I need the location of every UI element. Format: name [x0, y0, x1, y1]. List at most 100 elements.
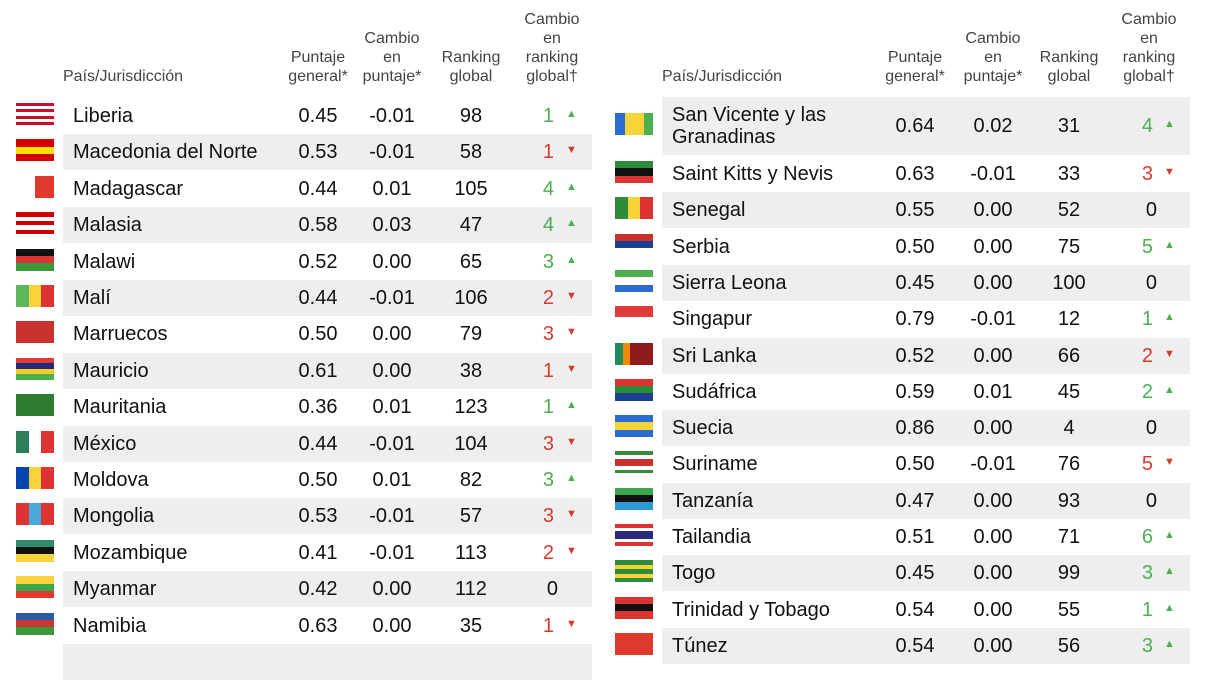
rank-change: 2	[1141, 380, 1153, 403]
flag-mauritius-icon	[16, 357, 54, 380]
flag-trinidad-tobago-icon	[615, 596, 653, 619]
table-row[interactable]: Sri Lanka 0.52 0.00 66 2 ▼	[600, 337, 1207, 374]
table-row[interactable]: México 0.44 -0.01 104 3 ▼	[0, 425, 600, 462]
flag-stripe	[615, 527, 653, 532]
global-rank: 45	[1057, 380, 1081, 403]
score-change: -0.01	[970, 308, 1016, 331]
table-row[interactable]: Marruecos 0.50 0.00 79 3 ▼	[0, 316, 600, 352]
score-change: 0.03	[372, 214, 412, 237]
flag-stripe	[16, 106, 54, 110]
header-score-change-line: Cambio	[364, 30, 420, 47]
flag-stripe	[41, 503, 54, 526]
table-row[interactable]: Malasia 0.58 0.03 47 4 ▲	[0, 207, 600, 244]
flag-stripe	[645, 342, 653, 365]
score-change: 0.01	[372, 469, 412, 491]
flag-malawi-icon	[16, 248, 54, 271]
flag-stripe	[16, 374, 54, 380]
table-row[interactable]: Tanzanía 0.47 0.00 93 0	[600, 482, 1207, 519]
table-row[interactable]: Tailandia 0.51 0.00 71 6 ▲	[600, 519, 1207, 555]
country-name: Sudáfrica	[672, 380, 757, 403]
country-name: Namibia	[73, 614, 147, 637]
table-row[interactable]: Mongolia 0.53 -0.01 57 3 ▼	[0, 498, 600, 535]
rank-change: 3	[1141, 163, 1153, 185]
overall-score: 0.53	[298, 141, 338, 164]
flag-stripe	[16, 363, 54, 369]
flag-stripe	[615, 466, 653, 470]
flag-sweden-icon	[615, 415, 653, 438]
header-score: Puntaje general*	[875, 48, 955, 86]
country-name: Madagascar	[73, 177, 184, 200]
header-rank-change-line: en	[543, 30, 561, 47]
table-row[interactable]: Madagascar 0.44 0.01 105 4 ▲	[0, 171, 600, 207]
header-score-line: Puntaje	[887, 49, 943, 66]
header-score-line: general*	[885, 68, 945, 85]
table-row[interactable]: Saint Kitts y Nevis 0.63 -0.01 33 3 ▼	[600, 156, 1207, 192]
table-row[interactable]: Moldova 0.50 0.01 82 3 ▲	[0, 462, 600, 498]
table-row[interactable]: Malí 0.44 -0.01 106 2 ▼	[0, 280, 600, 316]
rank-change: 2	[542, 541, 554, 564]
header-score-line: Puntaje	[290, 49, 346, 66]
table-row[interactable]: Togo 0.45 0.00 99 3 ▲	[600, 555, 1207, 592]
table-row[interactable]: Mauritania 0.36 0.01 123 1 ▲	[0, 389, 600, 425]
flag-stripe	[615, 569, 653, 574]
rank-change: 3	[542, 250, 554, 273]
arrow-up-icon: ▲	[1164, 383, 1175, 396]
flag-mauritania-icon	[16, 394, 54, 417]
table-row[interactable]: Mauricio 0.61 0.00 38 1 ▼	[0, 352, 600, 389]
row-background	[662, 410, 1190, 447]
table-row[interactable]: Singapur 0.79 -0.01 12 1 ▲	[600, 301, 1207, 337]
table-row[interactable]: Serbia 0.50 0.00 75 5 ▲	[600, 229, 1207, 265]
table-row[interactable]: Myanmar 0.42 0.00 112 0	[0, 571, 600, 608]
global-rank: 71	[1057, 526, 1081, 548]
table-row[interactable]: Malawi 0.52 0.00 65 3 ▲	[0, 244, 600, 280]
rank-change: 0	[546, 578, 558, 601]
header-rank-change: Cambio en ranking global†	[1109, 10, 1189, 86]
table-row[interactable]: Trinidad y Tobago 0.54 0.00 55 1 ▲	[600, 592, 1207, 628]
flag-myanmar-icon	[16, 576, 54, 599]
arrow-down-icon: ▼	[1164, 456, 1175, 469]
overall-score: 0.54	[895, 598, 935, 621]
flag-stripe	[615, 455, 653, 459]
flag-stripe	[41, 430, 54, 453]
flag-stripe	[615, 524, 653, 528]
overall-score: 0.42	[298, 578, 338, 601]
overall-score: 0.44	[298, 432, 338, 455]
table-row[interactable]: Suecia 0.86 0.00 4 0	[600, 410, 1207, 447]
table-row[interactable]: Suriname 0.50 -0.01 76 5 ▼	[600, 446, 1207, 482]
table-row[interactable]: Senegal 0.55 0.00 52 0	[600, 192, 1207, 229]
flag-stripe	[615, 564, 653, 570]
flag-sierra-leone-icon	[615, 269, 653, 292]
table-row[interactable]: Macedonia del Norte 0.53 -0.01 58 1 ▼	[0, 134, 600, 171]
table-row[interactable]: Liberia 0.45 -0.01 98 1 ▲	[0, 98, 600, 134]
score-change: 0.00	[973, 634, 1013, 657]
score-change: -0.01	[970, 453, 1016, 476]
row-background	[662, 264, 1190, 301]
flag-stripe	[637, 342, 646, 365]
right-table: País/Jurisdicción Puntaje general* Cambio en…	[600, 0, 1207, 664]
global-rank: 55	[1057, 598, 1081, 621]
score-change: 0.00	[973, 344, 1013, 367]
arrow-up-icon: ▲	[566, 180, 577, 193]
flag-sri-lanka-icon	[615, 342, 653, 365]
rank-change: 1	[542, 141, 554, 164]
row-background	[63, 498, 592, 535]
flag-stripe	[624, 113, 634, 135]
table-row[interactable]: Túnez 0.54 0.00 56 3 ▲	[600, 627, 1207, 664]
table-row[interactable]: San Vicente y las Granadinas 0.64 0.02 31 4 ▲	[600, 97, 1207, 155]
flag-stripe	[634, 113, 644, 135]
header-country: País/Jurisdicción	[63, 67, 263, 86]
table-row[interactable]: Sudáfrica 0.59 0.01 45 2 ▲	[600, 374, 1207, 410]
country-name: Macedonia del Norte	[73, 141, 258, 164]
rank-change: 3	[542, 323, 554, 346]
flag-stripe	[643, 113, 653, 135]
flag-south-africa-icon	[615, 378, 653, 401]
country-name: Liberia	[73, 105, 134, 127]
table-row[interactable]: Sierra Leona 0.45 0.00 100 0	[600, 264, 1207, 301]
score-change: 0.00	[973, 417, 1013, 440]
score-change: 0.00	[973, 235, 1013, 258]
global-rank: 56	[1057, 634, 1081, 657]
table-row[interactable]: Mozambique 0.41 -0.01 113 2 ▼	[0, 535, 600, 571]
table-row[interactable]: Namibia 0.63 0.00 35 1 ▼	[0, 608, 600, 644]
rank-change: 4	[542, 214, 554, 237]
flag-stripe	[615, 277, 653, 285]
